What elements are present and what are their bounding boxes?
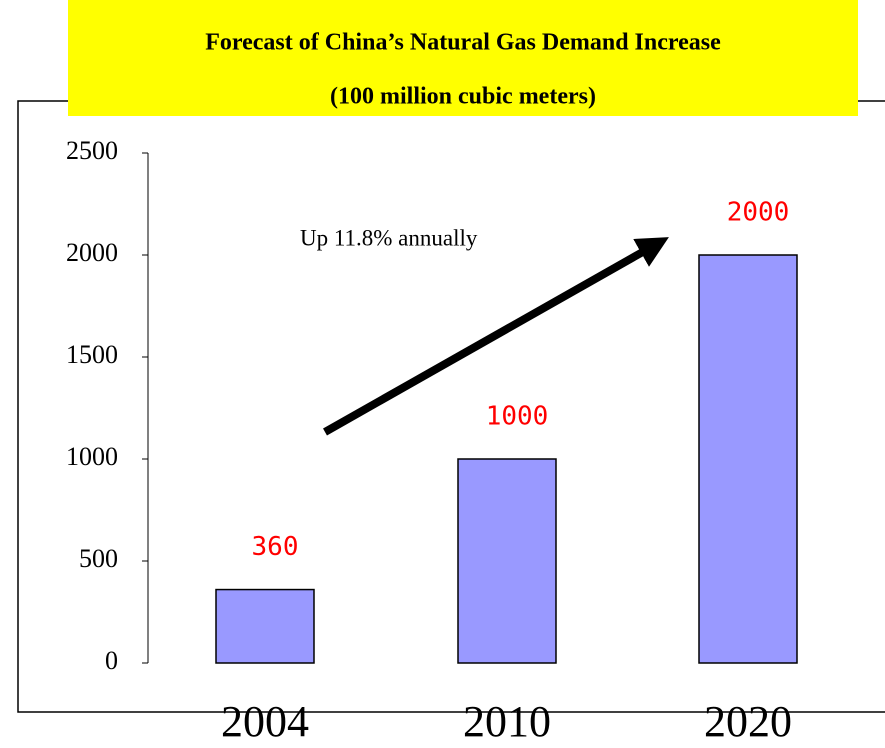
chart-title: Forecast of China’s Natural Gas Demand I… [205,30,721,56]
data-label: 2000 [727,198,790,228]
x-tick-label: 2004 [221,697,309,746]
y-tick-label: 2000 [66,238,118,267]
y-tick-label: 2500 [66,136,118,165]
bar [698,254,798,664]
y-tick-label: 1000 [66,442,118,471]
frame [17,100,885,713]
bar [215,588,315,664]
annotation: Up 11.8% annually [300,225,478,250]
chart-subtitle: (100 million cubic meters) [330,84,596,110]
data-label: 360 [252,532,299,562]
trend-arrow [323,237,669,436]
y-tick-label: 500 [79,544,118,573]
title-background [68,0,858,116]
x-tick-label: 2020 [704,697,792,746]
x-tick-label: 2010 [463,697,551,746]
data-label: 1000 [486,402,549,432]
y-tick-label: 0 [105,646,118,675]
y-tick-label: 1500 [66,340,118,369]
bar [457,458,557,664]
